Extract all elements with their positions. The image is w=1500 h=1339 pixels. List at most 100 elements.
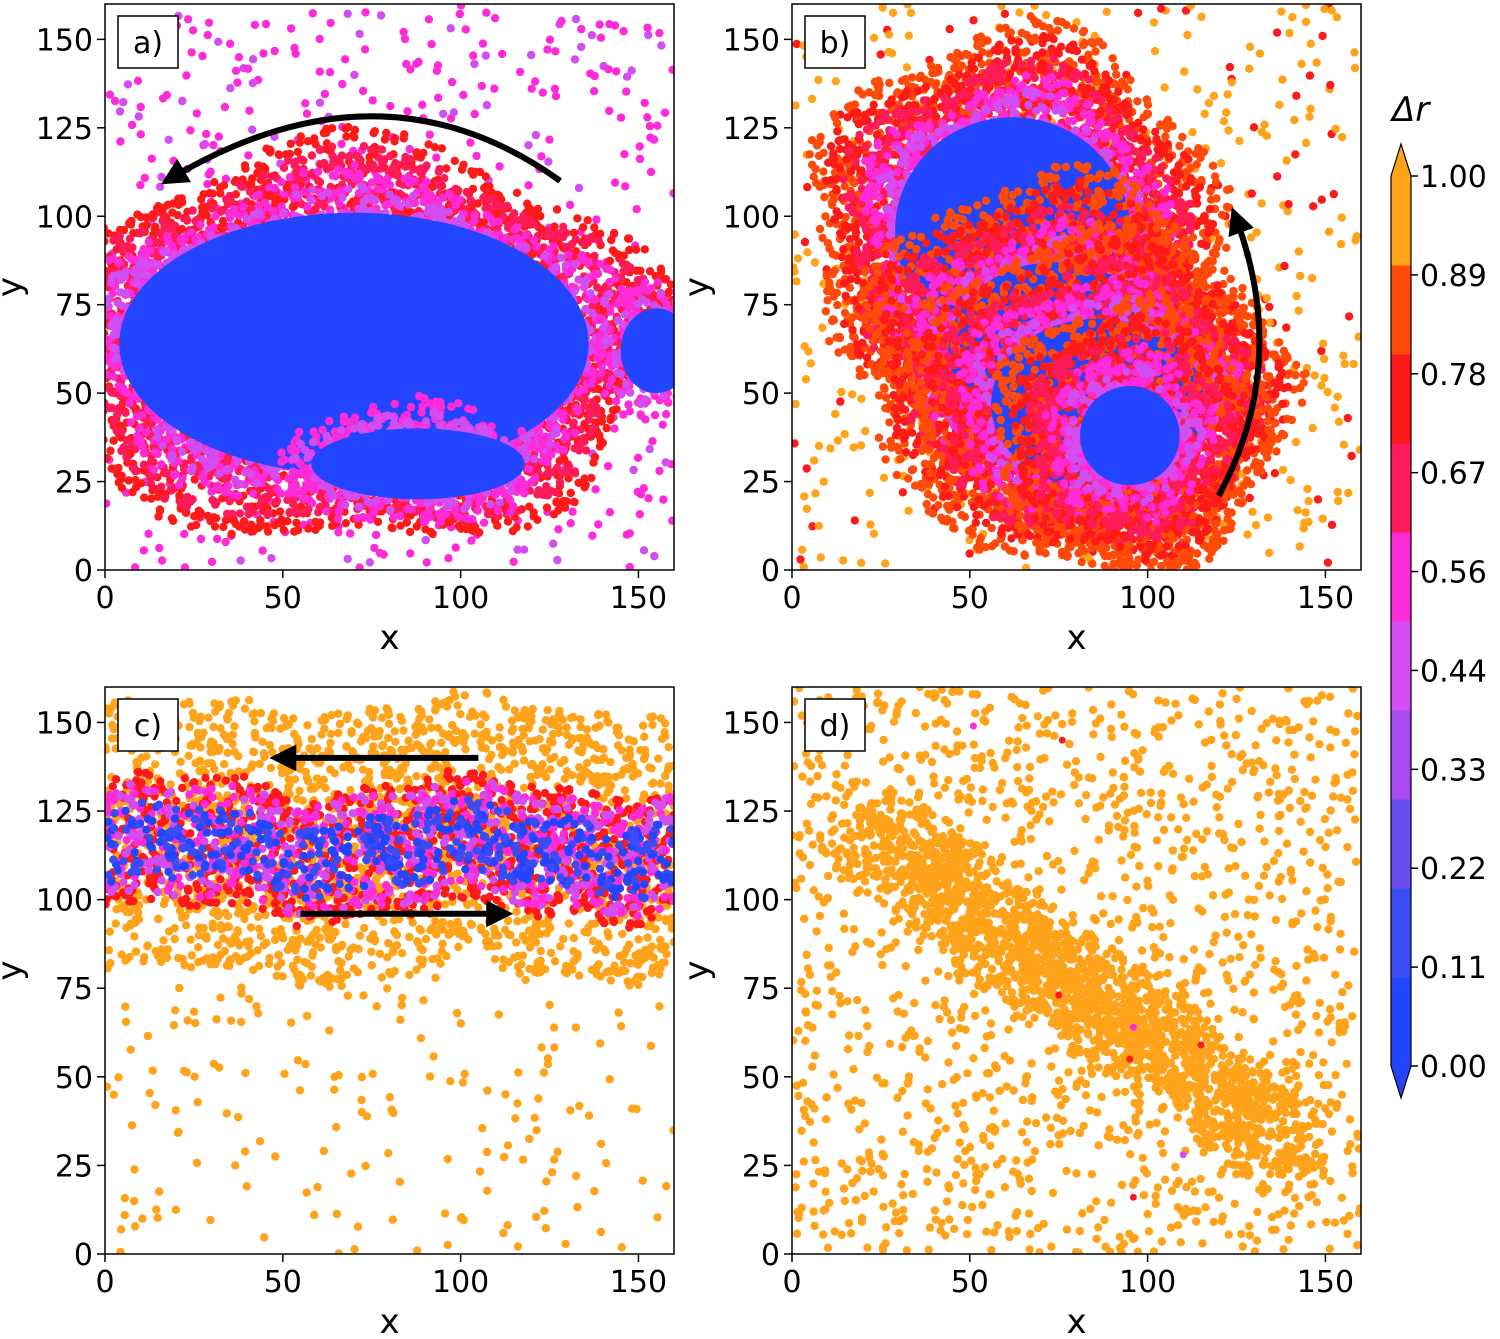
particle bbox=[84, 360, 92, 368]
particle bbox=[115, 107, 125, 116]
particle bbox=[295, 138, 304, 147]
particle bbox=[33, 311, 41, 319]
particle bbox=[589, 87, 599, 96]
particle bbox=[115, 225, 125, 235]
particle bbox=[566, 488, 575, 498]
particle bbox=[579, 223, 588, 232]
particle bbox=[231, 66, 241, 76]
particle bbox=[133, 76, 143, 86]
particle bbox=[646, 167, 656, 177]
particle bbox=[163, 469, 172, 478]
particle bbox=[293, 147, 303, 157]
particle bbox=[551, 47, 560, 56]
particle bbox=[139, 546, 149, 555]
particle bbox=[285, 149, 295, 159]
particle bbox=[200, 139, 210, 149]
particle bbox=[462, 187, 471, 197]
particle bbox=[523, 199, 532, 208]
particle bbox=[621, 182, 630, 191]
particle bbox=[627, 66, 636, 75]
particle bbox=[633, 487, 642, 497]
particle bbox=[461, 25, 470, 34]
particle bbox=[649, 135, 659, 144]
particle bbox=[74, 252, 82, 260]
particle bbox=[552, 205, 562, 214]
particle bbox=[233, 78, 242, 87]
particle bbox=[107, 403, 116, 412]
particle bbox=[594, 520, 603, 529]
particle bbox=[86, 338, 94, 346]
particle bbox=[157, 556, 167, 565]
particle bbox=[56, 333, 64, 341]
particle bbox=[148, 210, 157, 219]
particle bbox=[130, 563, 140, 570]
particle bbox=[57, 257, 65, 265]
particle bbox=[30, 301, 38, 309]
particle bbox=[408, 165, 418, 174]
particle bbox=[84, 344, 92, 352]
particle bbox=[619, 27, 628, 36]
particle bbox=[498, 202, 507, 211]
particle bbox=[153, 253, 162, 263]
particle bbox=[660, 108, 670, 117]
particle bbox=[467, 167, 476, 176]
particle bbox=[76, 247, 84, 255]
particle bbox=[607, 235, 616, 245]
particle bbox=[248, 78, 258, 88]
particle bbox=[633, 453, 643, 462]
particle bbox=[196, 534, 206, 544]
particle bbox=[469, 51, 478, 60]
particle bbox=[524, 181, 533, 190]
particle bbox=[204, 18, 214, 27]
particle bbox=[655, 28, 664, 38]
particle bbox=[74, 274, 82, 282]
particle bbox=[449, 108, 458, 117]
particle bbox=[155, 182, 165, 191]
particle bbox=[625, 562, 634, 570]
particle bbox=[155, 543, 164, 553]
particle bbox=[631, 245, 641, 254]
particle bbox=[605, 106, 614, 116]
particle bbox=[444, 554, 453, 563]
particle bbox=[343, 9, 352, 18]
particle bbox=[394, 500, 403, 510]
particle bbox=[96, 376, 104, 384]
particle bbox=[392, 171, 402, 180]
particle bbox=[216, 223, 225, 232]
particle bbox=[360, 45, 370, 54]
particle bbox=[73, 368, 81, 376]
particle bbox=[586, 233, 596, 242]
particle bbox=[254, 523, 263, 533]
particle bbox=[65, 335, 73, 343]
particle bbox=[574, 478, 583, 487]
particle bbox=[533, 515, 542, 524]
particle bbox=[122, 452, 131, 462]
particle bbox=[552, 498, 561, 507]
particle bbox=[213, 534, 222, 544]
particle bbox=[245, 106, 254, 115]
particle bbox=[84, 280, 92, 288]
particle bbox=[481, 172, 491, 181]
particle bbox=[586, 69, 595, 78]
particle bbox=[622, 278, 631, 287]
particle bbox=[46, 286, 54, 294]
particle bbox=[58, 327, 66, 335]
particle bbox=[595, 20, 604, 29]
particle bbox=[355, 563, 364, 570]
particle bbox=[266, 146, 275, 155]
particle bbox=[439, 109, 448, 119]
particle bbox=[115, 241, 124, 251]
particle bbox=[61, 250, 69, 258]
particle bbox=[65, 267, 73, 275]
particle bbox=[537, 152, 546, 161]
particle bbox=[338, 79, 347, 89]
particle bbox=[307, 151, 317, 160]
particle bbox=[244, 151, 253, 160]
particle bbox=[648, 437, 657, 446]
particle bbox=[283, 156, 293, 165]
particle bbox=[89, 345, 97, 353]
particle bbox=[466, 138, 475, 147]
particle bbox=[105, 90, 115, 99]
particle bbox=[421, 535, 430, 545]
particle bbox=[80, 271, 88, 279]
